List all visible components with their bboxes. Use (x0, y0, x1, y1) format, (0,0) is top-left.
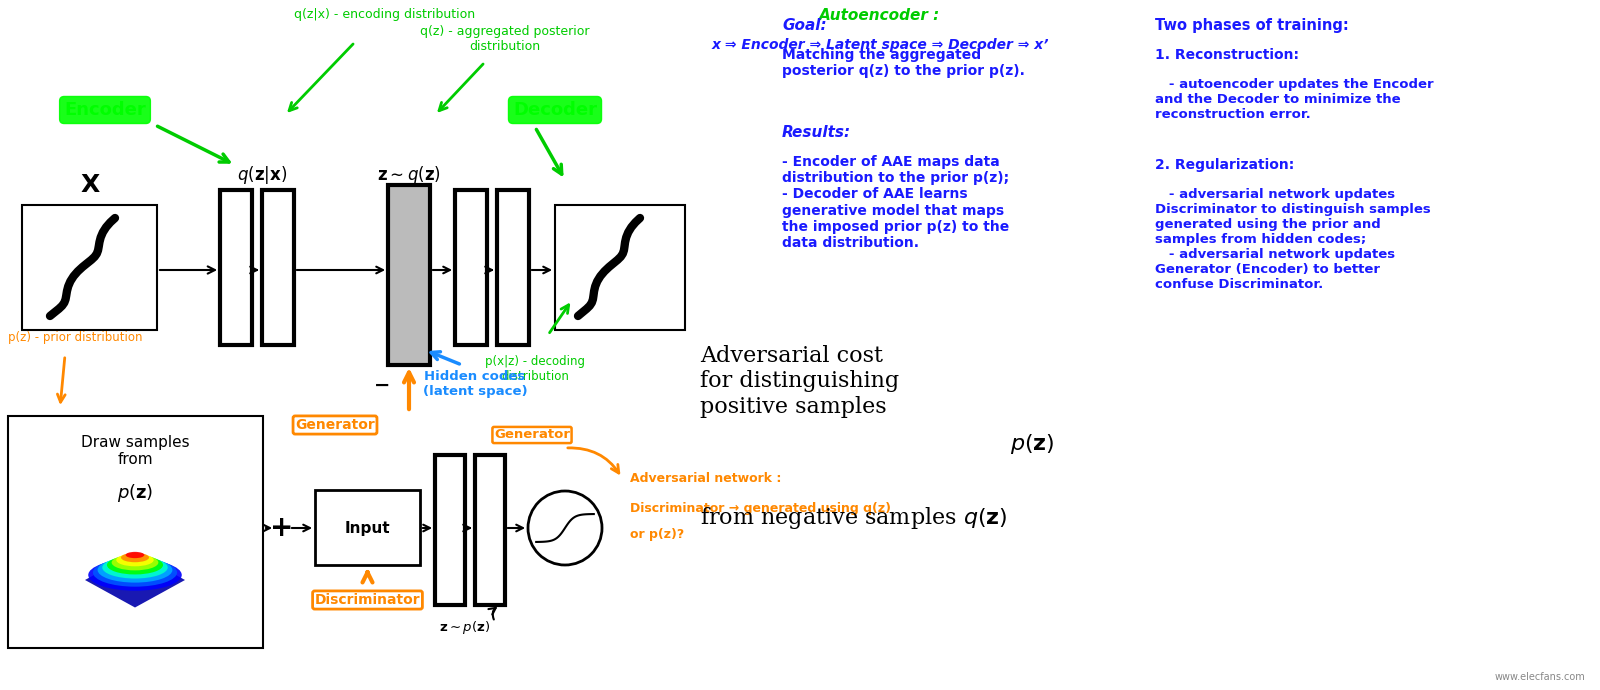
Text: - autoencoder updates the Encoder
and the Decoder to minimize the
reconstruction: - autoencoder updates the Encoder and th… (1155, 78, 1434, 121)
Text: p(z) - prior distribution: p(z) - prior distribution (8, 331, 142, 344)
Text: Generator: Generator (294, 418, 374, 432)
Text: −: − (374, 375, 390, 395)
Bar (498, 190, 530, 345)
Ellipse shape (122, 553, 149, 562)
Ellipse shape (107, 555, 163, 575)
Text: or p(z)?: or p(z)? (630, 528, 685, 541)
Ellipse shape (126, 552, 144, 558)
Ellipse shape (102, 556, 168, 578)
Text: Two phases of training:: Two phases of training: (1155, 18, 1349, 33)
Text: Encoder: Encoder (64, 101, 146, 119)
Bar (435, 455, 466, 605)
Text: q(z|x) - encoding distribution: q(z|x) - encoding distribution (294, 8, 475, 21)
Text: Input: Input (344, 520, 390, 535)
Ellipse shape (117, 553, 154, 566)
Text: q(z) - aggregated posterior
distribution: q(z) - aggregated posterior distribution (421, 25, 590, 53)
Bar (8, 416, 262, 648)
Text: - adversarial network updates
Discriminator to distinguish samples
generated usi: - adversarial network updates Discrimina… (1155, 188, 1430, 291)
Text: Discriminator: Discriminator (315, 593, 421, 607)
Text: Goal:: Goal: (782, 18, 827, 33)
Text: Hidden codes
(latent space): Hidden codes (latent space) (422, 370, 528, 398)
Text: Decoder: Decoder (514, 101, 597, 119)
Text: from negative samples $q(\mathbf{z})$: from negative samples $q(\mathbf{z})$ (701, 505, 1008, 531)
Bar (315, 490, 419, 565)
Bar (22, 205, 157, 330)
Text: x ⇒ Encoder ⇒ Latent space ⇒ Decoder ⇒ x’: x ⇒ Encoder ⇒ Latent space ⇒ Decoder ⇒ x… (712, 38, 1048, 52)
Text: Results:: Results: (782, 125, 851, 140)
Text: 2. Regularization:: 2. Regularization: (1155, 158, 1294, 172)
Text: Discriminator → generated using q(z): Discriminator → generated using q(z) (630, 502, 891, 515)
Text: $\mathbf{X}$: $\mathbf{X}$ (80, 173, 101, 197)
Text: www.elecfans.com: www.elecfans.com (1494, 672, 1586, 682)
Text: Draw samples
from: Draw samples from (80, 435, 189, 467)
Text: 1. Reconstruction:: 1. Reconstruction: (1155, 48, 1299, 62)
Text: Adversarial cost
for distinguishing
positive samples: Adversarial cost for distinguishing posi… (701, 345, 899, 418)
Text: $\mathbf{z} \sim p(\mathbf{z})$: $\mathbf{z} \sim p(\mathbf{z})$ (440, 620, 491, 636)
Bar (555, 205, 685, 330)
Bar (221, 190, 253, 345)
Text: Matching the aggregated
posterior q(z) to the prior p(z).: Matching the aggregated posterior q(z) t… (782, 48, 1026, 78)
Text: Autoencoder :: Autoencoder : (819, 8, 941, 23)
Ellipse shape (112, 555, 158, 571)
Text: $q(\mathbf{z}|\mathbf{x})$: $q(\mathbf{z}|\mathbf{x})$ (237, 164, 286, 186)
Text: $p(\mathbf{z})$: $p(\mathbf{z})$ (117, 482, 154, 504)
Bar (454, 190, 486, 345)
Text: $p(\mathbf{z})$: $p(\mathbf{z})$ (1010, 432, 1054, 456)
Ellipse shape (98, 558, 173, 582)
Text: Adversarial network :: Adversarial network : (630, 472, 781, 485)
Bar (262, 190, 294, 345)
Text: $\mathbf{z} \sim q(\mathbf{z})$: $\mathbf{z} \sim q(\mathbf{z})$ (378, 164, 442, 186)
Polygon shape (85, 553, 186, 607)
Bar (387, 185, 430, 365)
Bar (475, 455, 506, 605)
Text: +: + (270, 514, 294, 542)
Text: Generator: Generator (494, 428, 570, 442)
Text: p(x|z) - decoding
distribution: p(x|z) - decoding distribution (485, 355, 586, 383)
Ellipse shape (88, 560, 182, 591)
Text: - Encoder of AAE maps data
distribution to the prior p(z);
- Decoder of AAE lear: - Encoder of AAE maps data distribution … (782, 155, 1010, 250)
Circle shape (528, 491, 602, 565)
Ellipse shape (93, 558, 178, 586)
